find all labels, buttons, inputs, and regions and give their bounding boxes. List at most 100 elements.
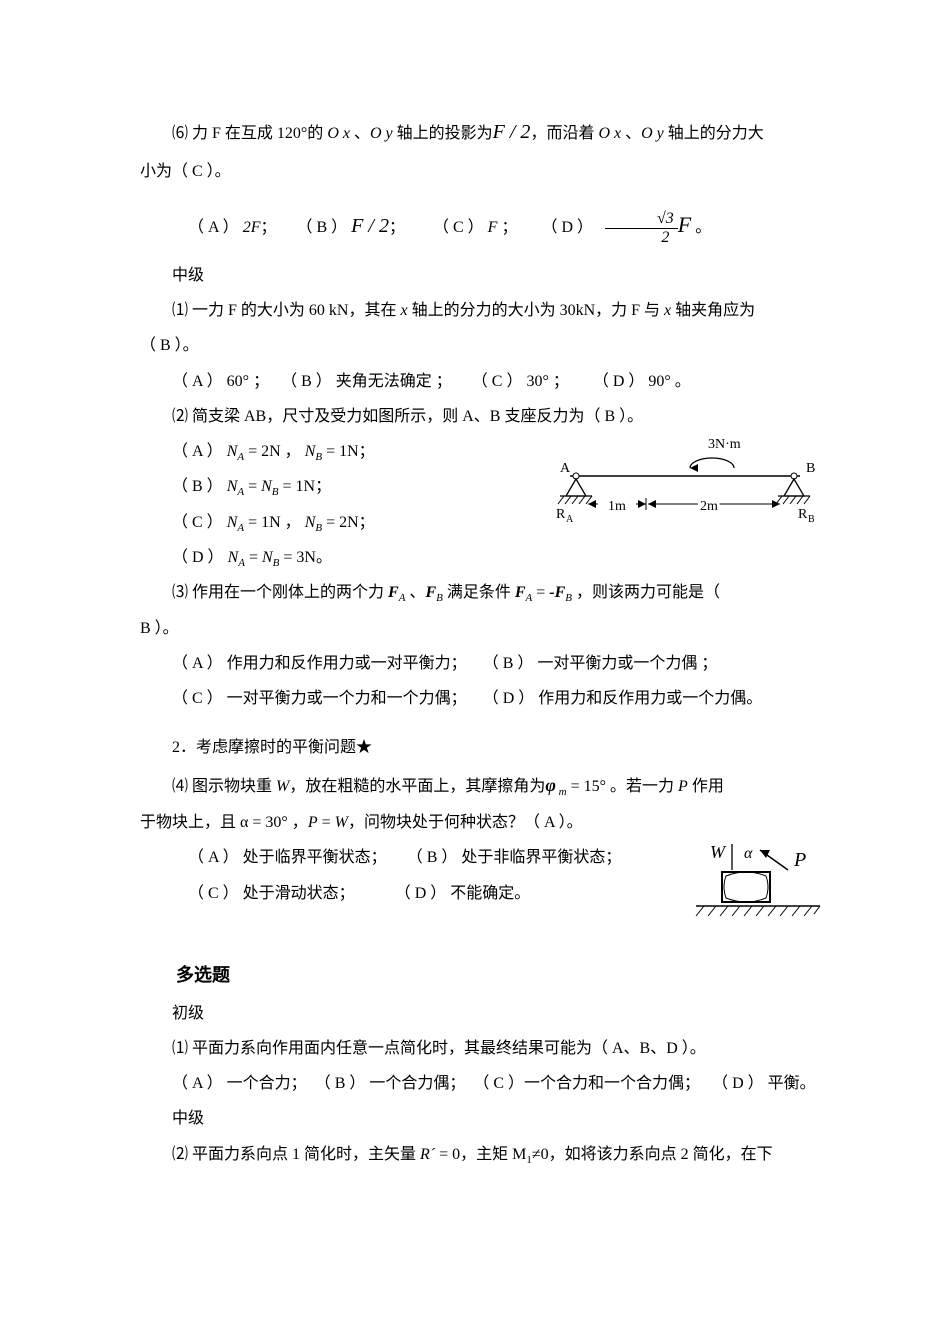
text: 轴上的分力大 <box>664 125 764 142</box>
optC: （ C ） 处于滑动状态； <box>188 885 355 902</box>
label: （ B ） <box>172 478 227 495</box>
p: P <box>308 814 318 831</box>
na: N <box>227 478 238 495</box>
q2-optA: （ A ） NA = 2N ， NB = 1N； <box>140 434 540 469</box>
optD: （ D ） 平衡。 <box>712 1075 816 1092</box>
svg-text:R: R <box>798 507 808 522</box>
rest: = 1N ， <box>244 514 305 531</box>
text: ，放在粗糙的水平面上，其摩擦角为 <box>289 778 545 795</box>
optC: （ C ）一个合力和一个合力偶； <box>473 1075 700 1092</box>
semi: ； <box>260 219 276 236</box>
q6-stem-line2: 小为（ C ）。 <box>140 154 830 189</box>
q6-options: （ A ） 2F； （ B ） F / 2； （ C ） F ； （ D ） √… <box>140 199 830 252</box>
na: N <box>227 443 238 460</box>
text: ，而沿着 <box>530 125 598 142</box>
text: 轴上的分力的大小为 30kN，力 F 与 <box>408 302 664 319</box>
na: N <box>228 549 239 566</box>
rest2: = 1N； <box>322 443 375 460</box>
frac-f: F <box>678 212 691 237</box>
optB: （ B ） 一对平衡力或一个力偶 ； <box>483 655 718 672</box>
phi: φ <box>545 775 556 795</box>
text: = <box>532 584 549 601</box>
q1-stem-line2: （ B ）。 <box>140 328 830 363</box>
optC-label: （ C ） <box>433 219 484 236</box>
optB-label: （ B ） <box>296 219 347 236</box>
ox2: O x <box>598 125 621 142</box>
q3-stem: ⑶ 作用在一个刚体上的两个力 FA 、FB 满足条件 FA = -FB ，则该两… <box>140 575 830 610</box>
text: 作用 <box>688 778 724 795</box>
q4-opts-row2: （ C ） 处于滑动状态； （ D ） 不能确定。 <box>140 876 690 911</box>
svg-text:R: R <box>556 507 566 522</box>
rest: = 1N； <box>279 478 332 495</box>
proj: F / 2 <box>493 121 531 143</box>
text: ⑷ 图示物块重 <box>172 778 276 795</box>
eqr: -F <box>549 584 565 601</box>
mid-label2: 中级 <box>140 1101 830 1136</box>
text: 于物块上，且 α = 30° ， <box>140 814 308 831</box>
optA: （ A ） 作用力和反作用力或一对平衡力； <box>172 655 467 672</box>
q2-optD: （ D ） NA = NB = 3N。 <box>140 540 540 575</box>
optB: （ B ） 一个合力偶； <box>315 1075 466 1092</box>
optB: （ B ） 处于非临界平衡状态； <box>407 849 622 866</box>
q3-opts-row2: （ C ） 一对平衡力或一个力和一个力偶； （ D ） 作用力和反作用力或一个力… <box>140 681 830 716</box>
na: N <box>227 514 238 531</box>
optA-val: 2F <box>243 219 261 236</box>
eq: = <box>244 478 261 495</box>
optC: （ C ） 30° ； <box>472 373 569 390</box>
optC: （ C ） 一对平衡力或一个力和一个力偶； <box>172 690 467 707</box>
nb: N <box>261 478 272 495</box>
x: x <box>400 302 407 319</box>
text: ⑹ 力 F 在互成 120°的 <box>172 125 327 142</box>
q4-stem-line2: 于物块上，且 α = 30° ，P = W，问物块处于何种状态？（ A ）。 <box>140 805 830 840</box>
optA-label: （ A ） <box>188 219 239 236</box>
moment-label: 3N·m <box>708 437 741 452</box>
multi-title: 多选题 <box>140 956 830 996</box>
label: （ C ） <box>172 514 227 531</box>
mq1-stem: ⑴ 平面力系向作用面内任意一点简化时，其最终结果可能为（ A、B、D ）。 <box>140 1031 830 1066</box>
nb: N <box>305 514 316 531</box>
text: ⑶ 作用在一个刚体上的两个力 <box>172 584 388 601</box>
text: ≠0，如将该力系向点 2 简化，在下 <box>532 1146 773 1163</box>
nb: N <box>262 549 273 566</box>
text: = 15° 。若一力 <box>567 778 678 795</box>
svg-text:B: B <box>806 461 815 476</box>
q1-options: （ A ） 60° ； （ B ） 夹角无法确定 ； （ C ） 30° ； （… <box>140 364 830 399</box>
q6-stem-line1: ⑹ 力 F 在互成 120°的 O x 、O y 轴上的投影为F / 2，而沿着… <box>140 110 830 154</box>
mq2-stem: ⑵ 平面力系向点 1 简化时，主矢量 R´ = 0，主矩 M1≠0，如将该力系向… <box>140 1137 830 1172</box>
optA: （ A ） 一个合力； <box>172 1075 307 1092</box>
init-label: 初级 <box>140 996 830 1031</box>
optC-val: F <box>488 219 502 236</box>
fb: F <box>425 584 436 601</box>
q2-optC: （ C ） NA = 1N ， NB = 2N； <box>140 505 540 540</box>
semi: ； <box>389 219 405 236</box>
text: 、 <box>350 125 370 142</box>
optB-val: F / 2 <box>351 215 389 237</box>
oy2: O y <box>641 125 664 142</box>
oy: O y <box>370 125 393 142</box>
svg-text:W: W <box>710 842 727 862</box>
ox: O x <box>327 125 350 142</box>
subb: B <box>272 486 279 498</box>
text: ，问物块处于何种状态？（ A ）。 <box>348 814 583 831</box>
text: ⑵ 平面力系向点 1 简化时，主矢量 <box>172 1146 420 1163</box>
text: 、 <box>621 125 641 142</box>
fa: F <box>388 584 399 601</box>
frac-den: 2 <box>605 229 678 247</box>
section2-title: 2．考虑摩擦时的平衡问题★ <box>140 730 830 765</box>
p: P <box>678 778 688 795</box>
optD: （ D ） 90° 。 <box>593 373 691 390</box>
label: （ A ） <box>172 443 227 460</box>
optD: （ D ） 作用力和反作用力或一个力偶。 <box>483 690 763 707</box>
text: 轴上的投影为 <box>393 125 493 142</box>
fraction: √3 2 <box>605 210 678 246</box>
nb: N <box>305 443 316 460</box>
semi: ； <box>501 219 517 236</box>
q2-stem: ⑵ 简支梁 AB，尺寸及受力如图所示，则 A、B 支座反力为（ B ）。 <box>140 399 830 434</box>
frac-num: √3 <box>605 210 678 229</box>
beam-diagram: 3N·m A R A B <box>540 434 830 529</box>
text: 、 <box>405 584 425 601</box>
rest2: = 3N。 <box>279 549 332 566</box>
text: = <box>318 814 335 831</box>
rest: = 2N ， <box>244 443 305 460</box>
subm: m <box>556 786 567 798</box>
